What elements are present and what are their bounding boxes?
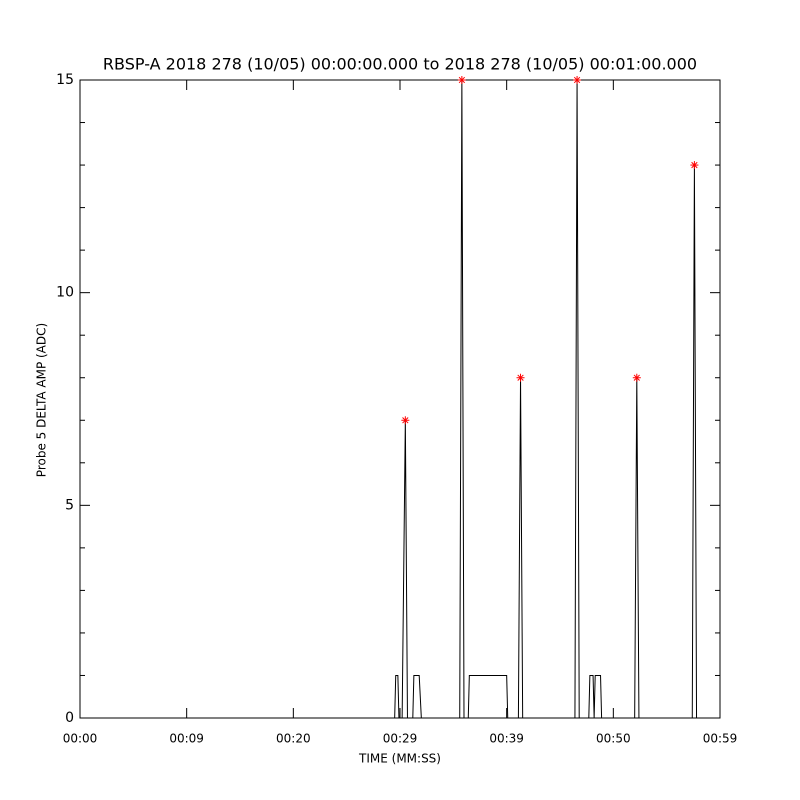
data-line [80, 79, 720, 719]
peak-marker [573, 76, 582, 84]
y-tick-label: 0 [65, 710, 74, 726]
x-tick-label: 00:50 [596, 732, 631, 746]
peak-marker-stroke [633, 374, 640, 381]
peak-marker [401, 416, 410, 425]
peak-marker [516, 373, 525, 382]
x-tick-label: 00:09 [169, 732, 204, 746]
x-tick-label: 00:29 [383, 732, 418, 746]
peak-marker-stroke [402, 417, 409, 424]
peak-marker-stroke [458, 76, 466, 84]
peak-marker-stroke [691, 161, 698, 169]
y-tick-label: 5 [65, 497, 74, 513]
y-tick-label: 15 [56, 72, 74, 88]
peak-marker [690, 161, 699, 170]
x-tick-label: 00:00 [63, 732, 98, 746]
peak-marker-stroke [573, 76, 581, 84]
peak-marker [632, 373, 641, 382]
chart-title: RBSP-A 2018 278 (10/05) 00:00:00.000 to … [103, 55, 697, 74]
peak-marker [457, 76, 466, 84]
y-tick-label: 10 [56, 285, 74, 301]
x-tick-label: 00:59 [703, 732, 738, 746]
x-tick-label: 00:39 [489, 732, 524, 746]
x-tick-label: 00:20 [276, 732, 311, 746]
peak-marker-stroke [517, 374, 524, 381]
x-axis-label: TIME (MM:SS) [358, 752, 441, 766]
y-axis-label: Probe 5 DELTA AMP (ADC) [35, 323, 49, 477]
